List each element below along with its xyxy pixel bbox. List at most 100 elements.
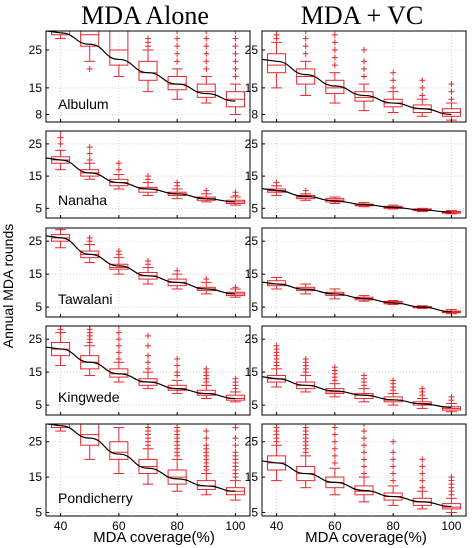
outlier-marker [203,65,210,72]
panel-plot-area [262,179,461,215]
outlier-marker [174,179,181,186]
y-tick-label: 25 [29,43,43,57]
outlier-marker [302,50,309,57]
panel-frame [45,30,251,123]
y-tick-label: 15 [245,267,259,281]
y-tick-label: 5 [251,300,258,314]
site-label: Albulum [58,96,109,112]
outlier-marker [232,43,239,50]
outlier-marker [174,362,181,369]
site-label: Tawalani [58,291,112,307]
box-40 [267,31,287,89]
box-100 [441,393,461,413]
outlier-marker [115,160,122,167]
box-40 [51,326,71,367]
outlier-marker [331,31,338,38]
outlier-marker [361,435,367,442]
outlier-marker [419,470,426,477]
box-40 [267,342,287,388]
box-body [51,31,71,36]
outlier-marker [331,424,338,431]
panel-plot-area [46,228,245,298]
fitted-curve-lead [262,188,277,192]
panel-frame [261,227,467,318]
box-body [325,79,345,95]
y-axis-label: Annual MDA rounds [0,224,16,349]
y-tick-label: 25 [245,332,259,346]
fitted-curve [60,348,236,400]
box-body [109,263,129,270]
box-90 [412,385,432,409]
fitted-curve-lead [262,281,277,285]
outlier-marker [302,424,309,431]
box-60 [109,248,129,275]
y-tick-label: 15 [29,470,43,484]
y-tick-label: 25 [245,137,259,151]
box-body [196,83,216,98]
panel-frame [45,227,251,318]
fitted-curve-lead [262,460,277,464]
panel-frame [261,423,467,517]
outlier-marker [145,365,151,372]
box-70 [138,424,158,485]
outlier-marker [232,35,239,42]
panel-tawalani-mda-alone: 5 15 25 Tawalani [29,227,251,318]
y-tick-label: 5 [251,398,258,412]
outlier-marker [232,58,239,65]
outlier-marker [115,355,122,362]
box-body [167,76,187,91]
outlier-marker [273,179,280,186]
column-title-mda-alone: MDA Alone [81,1,209,30]
y-tick-label: 25 [29,137,43,151]
fitted-curve [60,159,236,203]
outlier-marker [86,144,93,151]
fitted-curve-lead [46,157,61,161]
outlier-marker [361,46,367,53]
y-tick-label: 15 [245,81,259,95]
outlier-marker [331,364,338,371]
fitted-curve-lead [46,235,61,239]
panel-plot-area [262,342,461,413]
box-50 [296,31,316,96]
y-tick-label: 15 [29,267,43,281]
outlier-marker [390,463,397,470]
outlier-marker [273,31,280,34]
outlier-marker [390,69,397,76]
outlier-marker [115,166,122,173]
outlier-marker [390,84,397,91]
outlier-marker [448,474,455,481]
outlier-marker [390,377,397,384]
x-tick-label: 60 [328,519,342,533]
outlier-marker [390,477,397,484]
outlier-marker [145,35,151,42]
x-tick-label: 80 [170,519,184,533]
panel-pondicherry-mda-alone: 5 15 25 40 60 80 100 Pondicherry [29,423,251,533]
outlier-marker [331,452,338,459]
outlier-marker [174,31,181,34]
box-90 [196,31,216,104]
outlier-marker [232,375,239,382]
panel-frame [45,423,251,517]
x-tick-label: 100 [225,519,245,533]
outlier-marker [174,424,181,431]
outlier-marker [390,470,397,477]
outlier-marker [203,276,210,283]
outlier-marker [361,73,367,80]
outlier-marker [273,342,280,349]
outlier-marker [361,65,367,72]
y-tick-label: 15 [245,365,259,379]
outlier-marker [174,50,181,57]
box-50 [80,424,100,460]
outlier-marker [57,228,64,231]
outlier-marker [361,442,367,449]
outlier-marker [174,43,181,50]
outlier-marker [57,134,64,141]
box-60 [325,31,345,104]
outlier-marker [390,449,397,456]
outlier-marker [390,438,397,445]
outlier-marker [361,456,367,463]
box-60 [325,364,345,398]
outlier-marker [361,58,367,65]
outlier-marker [331,445,338,452]
fitted-curve [60,32,236,102]
